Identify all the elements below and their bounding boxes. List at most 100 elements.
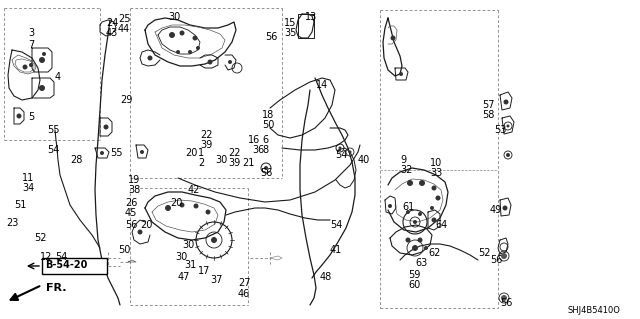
Text: 35: 35 <box>284 28 296 38</box>
Circle shape <box>264 166 268 170</box>
Circle shape <box>140 150 144 154</box>
Text: 33: 33 <box>430 168 442 178</box>
Text: 20: 20 <box>170 198 182 208</box>
Text: 64: 64 <box>435 220 447 230</box>
Circle shape <box>504 100 509 105</box>
Text: 11: 11 <box>22 173 35 183</box>
Text: 40: 40 <box>358 155 371 165</box>
Circle shape <box>412 245 418 251</box>
Text: 53: 53 <box>494 125 506 135</box>
Circle shape <box>205 210 211 214</box>
Text: 1: 1 <box>198 148 204 158</box>
Text: 56: 56 <box>125 220 138 230</box>
Text: 42: 42 <box>188 185 200 195</box>
Text: SHJ4B5410O: SHJ4B5410O <box>568 306 621 315</box>
Text: 23: 23 <box>6 218 19 228</box>
Text: 52: 52 <box>478 248 490 258</box>
Text: 24: 24 <box>106 18 118 28</box>
Text: 34: 34 <box>22 183 35 193</box>
Bar <box>298 14 314 38</box>
Text: 30: 30 <box>168 12 180 22</box>
Text: 39: 39 <box>200 140 212 150</box>
Text: 30: 30 <box>215 155 227 165</box>
Circle shape <box>17 114 22 118</box>
Circle shape <box>39 85 45 91</box>
Text: 43: 43 <box>106 28 118 38</box>
Circle shape <box>506 124 509 128</box>
Circle shape <box>147 56 152 61</box>
Circle shape <box>179 31 184 35</box>
Circle shape <box>39 57 45 63</box>
Text: 55: 55 <box>110 148 122 158</box>
Circle shape <box>29 63 33 67</box>
Text: 52: 52 <box>34 233 47 243</box>
Text: 32: 32 <box>400 165 412 175</box>
Circle shape <box>388 204 392 208</box>
Text: 18: 18 <box>262 110 275 120</box>
Text: 16: 16 <box>248 135 260 145</box>
Circle shape <box>176 50 180 54</box>
Text: 15: 15 <box>284 18 296 28</box>
Text: 22: 22 <box>228 148 241 158</box>
Circle shape <box>418 212 422 216</box>
Text: 56: 56 <box>260 168 273 178</box>
Circle shape <box>413 220 417 224</box>
Text: 63: 63 <box>415 258 428 268</box>
Text: 56: 56 <box>265 32 277 42</box>
Text: 36: 36 <box>252 145 264 155</box>
Text: 56: 56 <box>490 255 502 265</box>
Circle shape <box>349 151 351 153</box>
Text: 47: 47 <box>178 272 190 282</box>
Circle shape <box>430 206 434 210</box>
Text: 20: 20 <box>185 148 197 158</box>
Text: 61: 61 <box>402 202 414 212</box>
Text: 57: 57 <box>482 100 495 110</box>
Text: 59: 59 <box>408 270 420 280</box>
Circle shape <box>169 32 175 38</box>
Text: 9: 9 <box>400 155 406 165</box>
Circle shape <box>501 253 507 259</box>
Circle shape <box>188 50 192 54</box>
Text: FR.: FR. <box>46 283 67 293</box>
Text: 48: 48 <box>320 272 332 282</box>
Circle shape <box>211 237 217 243</box>
Text: 20: 20 <box>140 220 152 230</box>
Text: 19: 19 <box>128 175 140 185</box>
Text: 12: 12 <box>40 252 52 262</box>
Circle shape <box>207 60 212 64</box>
Text: 55: 55 <box>47 125 60 135</box>
Circle shape <box>502 205 508 211</box>
Circle shape <box>424 246 428 250</box>
Text: 45: 45 <box>125 208 138 218</box>
Circle shape <box>193 204 198 209</box>
Text: 38: 38 <box>128 185 140 195</box>
Circle shape <box>417 238 422 242</box>
Circle shape <box>431 186 436 190</box>
Text: 46: 46 <box>238 289 250 299</box>
Text: 54: 54 <box>47 145 60 155</box>
Circle shape <box>506 153 510 157</box>
Text: 25: 25 <box>118 14 131 24</box>
Text: 3: 3 <box>28 28 34 38</box>
Text: 41: 41 <box>330 245 342 255</box>
Circle shape <box>399 72 403 76</box>
Text: 29: 29 <box>120 95 132 105</box>
Circle shape <box>431 218 436 222</box>
Text: 6: 6 <box>262 135 268 145</box>
Circle shape <box>406 238 410 242</box>
Text: 31: 31 <box>184 260 196 270</box>
Text: 13: 13 <box>305 12 317 22</box>
Text: 28: 28 <box>70 155 83 165</box>
Circle shape <box>435 196 440 201</box>
Text: 37: 37 <box>210 275 222 285</box>
Text: 26: 26 <box>125 198 138 208</box>
Text: 22: 22 <box>200 130 212 140</box>
Text: 56: 56 <box>500 298 513 308</box>
Circle shape <box>179 203 184 207</box>
Circle shape <box>501 295 507 301</box>
Circle shape <box>196 46 200 50</box>
Text: 2: 2 <box>198 158 204 168</box>
Text: 51: 51 <box>14 200 26 210</box>
Circle shape <box>193 35 198 41</box>
Text: 58: 58 <box>482 110 494 120</box>
